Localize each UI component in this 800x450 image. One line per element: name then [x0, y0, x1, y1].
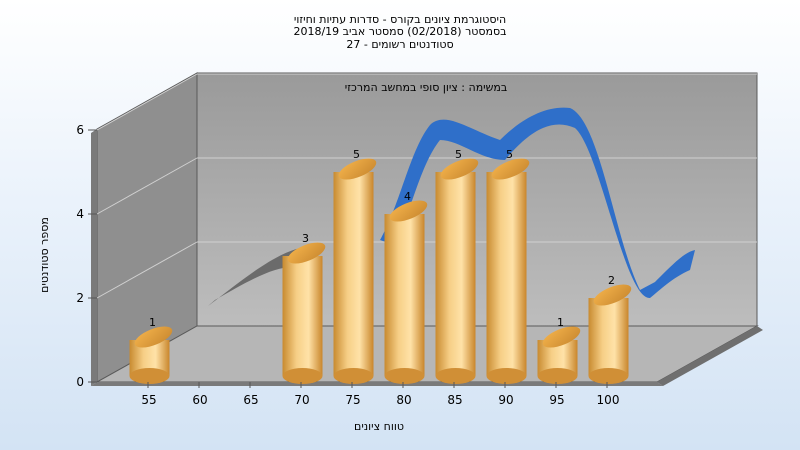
bar-body: [588, 298, 629, 376]
bar-90: 5: [486, 148, 530, 384]
bar-body: [282, 256, 323, 376]
x-tick-label: 70: [294, 393, 309, 407]
x-axis-title: טווח ציונים: [354, 420, 404, 433]
y-tick-label: 2: [76, 291, 84, 305]
bar-55: 1: [129, 316, 173, 384]
bar-base: [435, 368, 476, 384]
bar-base: [588, 368, 629, 384]
bar-body: [333, 172, 374, 376]
x-tick-label: 85: [447, 393, 462, 407]
bar-cap: [593, 284, 632, 306]
bar-base: [282, 368, 323, 384]
y-axis-title: מספר סטודנטים: [38, 217, 51, 293]
x-tick-label: 65: [243, 393, 258, 407]
bar-value-label: 3: [302, 232, 309, 245]
bar-value-label: 5: [353, 148, 360, 161]
bar-cap: [287, 242, 326, 264]
bar-cap: [134, 326, 173, 348]
bar-100: 2: [588, 274, 632, 384]
bar-value-label: 1: [149, 316, 156, 329]
bar-75: 5: [333, 148, 377, 384]
chart-title-line-3: סטודנטים רשומים - 27: [346, 38, 453, 51]
x-tick-label: 55: [141, 393, 156, 407]
bar-body: [384, 214, 425, 376]
floor-front-edge: [91, 382, 663, 386]
gridline-left: [96, 241, 198, 299]
bar-body: [435, 172, 476, 376]
bar-value-label: 5: [455, 148, 462, 161]
bar-cap: [338, 158, 377, 180]
x-tick-label: 95: [549, 393, 564, 407]
floor: [95, 325, 759, 383]
bar-base: [384, 368, 425, 384]
bar-base: [486, 368, 527, 384]
chart-title-line-2: בסמסטר (02/2018) סמסטר אביב 2018/19: [293, 25, 506, 38]
x-tick-label: 90: [498, 393, 513, 407]
bar-cap: [440, 158, 479, 180]
y-tick-label: 0: [76, 375, 84, 389]
bar-value-label: 1: [557, 316, 564, 329]
bar-cap: [542, 326, 581, 348]
bar-cap: [491, 158, 530, 180]
bar-cap: [389, 200, 428, 222]
y-tick-label: 4: [76, 207, 84, 221]
bar-70: 3: [282, 232, 326, 384]
bar-body: [486, 172, 527, 376]
x-tick-label: 100: [597, 393, 620, 407]
y-tick-label: 6: [76, 123, 84, 137]
y-axis-ticks: 0 2 4 6: [76, 123, 97, 389]
chart-annotation: במשימה : ציון סופי במחשב המרכזי: [345, 81, 508, 94]
bar-85: 5: [435, 148, 479, 384]
x-tick-label: 80: [396, 393, 411, 407]
bar-value-label: 2: [608, 274, 615, 287]
ribbon-band: [380, 107, 695, 299]
left-wall-edge: [91, 129, 97, 386]
bar-95: 1: [537, 316, 581, 384]
chart-title-line-1: היסטוגרמת ציונים בקורס - סדרות עתיות וחי…: [294, 13, 506, 26]
gridline-left: [96, 73, 198, 131]
back-wall: [196, 72, 758, 327]
bar-base: [537, 368, 578, 384]
bar-base: [333, 368, 374, 384]
x-tick-label: 60: [192, 393, 207, 407]
ribbon-shadow: [208, 248, 303, 306]
right-floor-edge: [657, 326, 763, 386]
bars: 1 3 5 4 5 5 1 2: [129, 148, 632, 384]
x-axis-ticks: 55 60 65 70 75 80 85 90 95 100: [141, 382, 619, 407]
bar-value-label: 4: [404, 190, 411, 203]
gridlines: [96, 73, 757, 299]
bar-base: [129, 368, 170, 384]
bar-value-label: 5: [506, 148, 513, 161]
bar-80: 4: [384, 190, 428, 384]
x-tick-label: 75: [345, 393, 360, 407]
gridline-left: [96, 157, 198, 215]
trend-ribbon: [208, 107, 695, 306]
